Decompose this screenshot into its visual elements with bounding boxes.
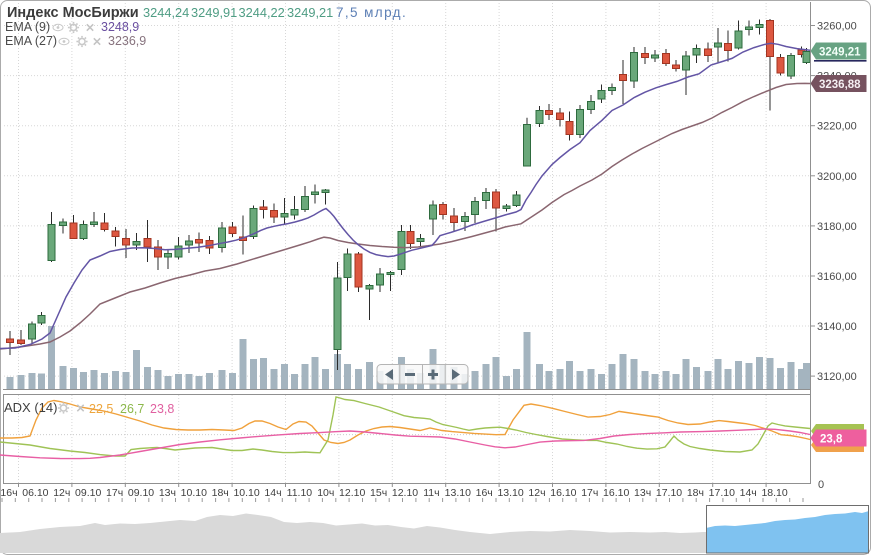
svg-text:09.10: 09.10 — [75, 487, 101, 499]
svg-text:10.10: 10.10 — [233, 487, 259, 499]
svg-text:ADX (14): ADX (14) — [4, 400, 57, 415]
svg-text:15ч: 15ч — [370, 487, 387, 499]
svg-text:17.10: 17.10 — [709, 487, 735, 499]
svg-text:3200,00: 3200,00 — [817, 171, 857, 183]
svg-text:3244,22: 3244,22 — [239, 5, 285, 20]
svg-text:3140,00: 3140,00 — [817, 321, 857, 333]
svg-text:3220,00: 3220,00 — [817, 121, 857, 133]
svg-text:13.10: 13.10 — [497, 487, 523, 499]
svg-text:23,8: 23,8 — [150, 402, 174, 416]
svg-text:EMA (9): EMA (9) — [5, 20, 50, 34]
svg-text:EMA (27): EMA (27) — [5, 34, 57, 48]
svg-text:3120,00: 3120,00 — [817, 371, 857, 383]
svg-text:23,8: 23,8 — [820, 434, 843, 446]
svg-text:13ч: 13ч — [634, 487, 651, 499]
svg-text:3249,91: 3249,91 — [191, 5, 237, 20]
svg-text:16.10: 16.10 — [550, 487, 576, 499]
svg-text:17.10: 17.10 — [656, 487, 682, 499]
svg-text:3249,21: 3249,21 — [819, 47, 861, 59]
svg-text:12ч: 12ч — [53, 487, 70, 499]
svg-text:11.10: 11.10 — [287, 487, 313, 499]
svg-text:13ч: 13ч — [159, 487, 176, 499]
svg-text:7,5 млрд.: 7,5 млрд. — [336, 5, 407, 20]
svg-text:3249,21: 3249,21 — [287, 5, 333, 20]
svg-text:12.10: 12.10 — [339, 487, 365, 499]
svg-text:06.10: 06.10 — [22, 487, 48, 499]
svg-text:3180,00: 3180,00 — [817, 221, 857, 233]
svg-text:17ч: 17ч — [581, 487, 598, 499]
svg-text:16.10: 16.10 — [603, 487, 629, 499]
svg-text:18.10: 18.10 — [761, 487, 787, 499]
svg-text:3260,00: 3260,00 — [817, 21, 857, 33]
svg-text:3236,88: 3236,88 — [819, 79, 861, 91]
svg-text:26,7: 26,7 — [120, 402, 144, 416]
svg-text:14ч: 14ч — [264, 487, 281, 499]
svg-text:18ч: 18ч — [212, 487, 229, 499]
svg-text:3248,9: 3248,9 — [101, 20, 139, 34]
svg-text:0: 0 — [818, 479, 824, 491]
svg-text:16ч: 16ч — [0, 487, 17, 499]
svg-text:12.10: 12.10 — [392, 487, 418, 499]
svg-text:Индекс МосБиржи: Индекс МосБиржи — [7, 5, 139, 21]
svg-text:12ч: 12ч — [528, 487, 545, 499]
svg-text:3236,9: 3236,9 — [108, 34, 146, 48]
svg-text:22,5: 22,5 — [89, 402, 113, 416]
svg-text:11ч: 11ч — [423, 487, 439, 499]
svg-text:14ч: 14ч — [740, 487, 757, 499]
svg-text:3244,24: 3244,24 — [143, 5, 189, 20]
svg-text:09.10: 09.10 — [128, 487, 154, 499]
svg-text:17ч: 17ч — [106, 487, 123, 499]
svg-text:10.10: 10.10 — [181, 487, 207, 499]
svg-text:16ч: 16ч — [476, 487, 493, 499]
svg-text:13.10: 13.10 — [445, 487, 471, 499]
svg-text:10ч: 10ч — [317, 487, 334, 499]
svg-text:3160,00: 3160,00 — [817, 271, 857, 283]
svg-text:18ч: 18ч — [687, 487, 704, 499]
